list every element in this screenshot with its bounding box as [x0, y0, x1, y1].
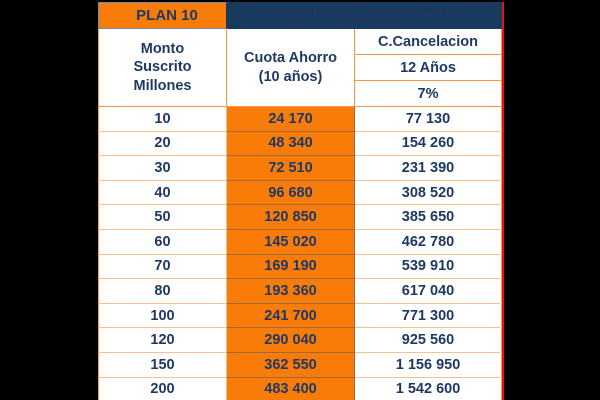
cell-cancelacion: 154 260 — [353, 130, 503, 157]
cell-monto: 120 — [98, 327, 227, 353]
cell-cuota: 241 700 — [226, 302, 355, 329]
cell-cancelacion: 771 300 — [353, 302, 503, 329]
cell-cuota: 145 020 — [226, 228, 355, 255]
table-row: 100 241 700 771 300 — [98, 302, 503, 329]
cell-cuota: 290 040 — [226, 327, 355, 353]
header-monto-suscrito: Monto Suscrito Millones — [98, 28, 227, 107]
cell-monto: 60 — [98, 228, 227, 255]
table-row: 70 169 190 539 910 — [98, 253, 503, 280]
cell-cancelacion: 539 910 — [353, 253, 503, 280]
cell-monto: 40 — [98, 179, 227, 206]
header-monto-line1: Monto — [140, 40, 185, 57]
cell-monto: 10 — [98, 106, 227, 132]
cell-cancelacion: 231 390 — [353, 155, 503, 181]
plan-title-cell: 25% Ahorro - 75% Crédito — [225, 2, 503, 29]
header-anios: 12 Años — [353, 54, 503, 81]
table-row: 150 362 550 1 156 950 — [98, 351, 503, 378]
cell-monto: 30 — [98, 155, 227, 181]
cell-monto: 80 — [98, 278, 227, 304]
cell-cancelacion: 77 130 — [353, 106, 503, 132]
cell-cuota: 120 850 — [226, 204, 355, 230]
plan-label-cell: PLAN 10 — [98, 2, 227, 29]
table-row: 10 24 170 77 130 — [98, 106, 503, 132]
cell-monto: 200 — [98, 376, 227, 400]
table-row: 20 48 340 154 260 — [98, 130, 503, 157]
cell-cuota: 483 400 — [226, 376, 355, 400]
cell-monto: 150 — [98, 351, 227, 378]
cell-cancelacion: 1 542 600 — [353, 376, 503, 400]
header-cuota-line2: (10 años) — [258, 68, 323, 85]
cell-cancelacion: 1 156 950 — [353, 351, 503, 378]
cell-monto: 70 — [98, 253, 227, 280]
cell-monto: 20 — [98, 130, 227, 157]
cell-cuota: 96 680 — [226, 179, 355, 206]
table-row: 80 193 360 617 040 — [98, 278, 503, 304]
banner-row: PLAN 10 25% Ahorro - 75% Crédito — [98, 2, 503, 29]
cell-cancelacion: 925 560 — [353, 327, 503, 353]
header-cancelacion: C.Cancelacion — [353, 28, 503, 55]
cell-cancelacion: 385 650 — [353, 204, 503, 230]
cell-cuota: 362 550 — [226, 351, 355, 378]
plan-rate-table: PLAN 10 25% Ahorro - 75% Crédito Monto S… — [98, 2, 503, 400]
table-row: 30 72 510 231 390 — [98, 155, 503, 181]
table-row: 200 483 400 1 542 600 — [98, 376, 503, 400]
header-tasa: 7% — [353, 80, 503, 107]
cell-cuota: 24 170 — [226, 106, 355, 132]
cell-monto: 50 — [98, 204, 227, 230]
header-cuota-line1: Cuota Ahorro — [244, 49, 337, 66]
plan-table-container: PLAN 10 25% Ahorro - 75% Crédito Monto S… — [98, 2, 504, 400]
table-row: 40 96 680 308 520 — [98, 179, 503, 206]
cell-cancelacion: 462 780 — [353, 228, 503, 255]
table-body: PLAN 10 25% Ahorro - 75% Crédito Monto S… — [98, 2, 503, 400]
cell-cuota: 193 360 — [226, 278, 355, 304]
cell-cuota: 48 340 — [226, 130, 355, 157]
cell-cancelacion: 308 520 — [353, 179, 503, 206]
table-row: 120 290 040 925 560 — [98, 327, 503, 353]
table-row: 60 145 020 462 780 — [98, 228, 503, 255]
header-row-2: 12 Años — [99, 54, 503, 81]
cell-cuota: 72 510 — [226, 155, 355, 181]
header-monto-line2: Suscrito — [133, 59, 192, 76]
header-cuota-ahorro: Cuota Ahorro (10 años) — [226, 28, 355, 107]
cell-cancelacion: 617 040 — [353, 278, 503, 304]
cell-cuota: 169 190 — [226, 253, 355, 280]
table-row: 50 120 850 385 650 — [98, 204, 503, 230]
header-row-1: Monto Suscrito Millones Cuota Ahorro (10… — [98, 28, 503, 107]
cell-monto: 100 — [98, 302, 227, 329]
header-monto-line3: Millones — [133, 77, 192, 94]
header-row-3: 7% — [99, 80, 503, 107]
